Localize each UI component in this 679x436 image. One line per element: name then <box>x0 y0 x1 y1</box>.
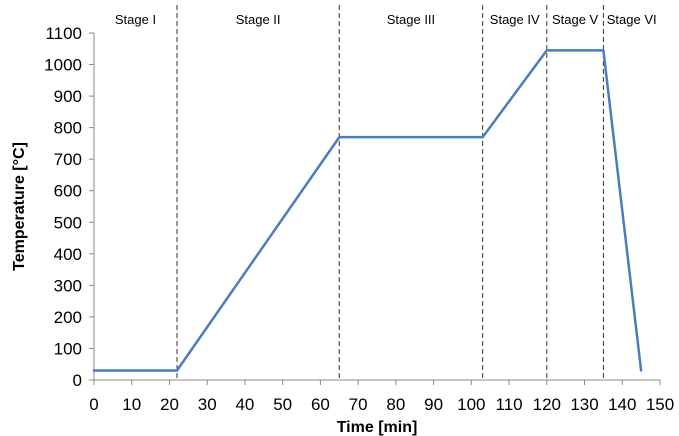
stage-label: Stage I <box>115 12 156 27</box>
y-tick-label: 900 <box>54 87 82 106</box>
x-tick-label: 90 <box>424 395 443 414</box>
stage-labels: Stage I Stage II Stage III Stage IV Stage V S… <box>115 12 657 27</box>
y-tick-label: 600 <box>54 182 82 201</box>
y-axis-ticks: 0 100 200 300 400 500 600 700 800 900 1000 1100 <box>44 24 94 390</box>
y-tick-label: 100 <box>54 339 82 358</box>
x-tick-label: 140 <box>608 395 636 414</box>
x-tick-label: 80 <box>386 395 405 414</box>
x-axis-ticks: 0 10 20 30 40 50 60 70 80 90 100 110 120 130 140 150 <box>89 380 674 414</box>
axes <box>93 33 660 381</box>
x-tick-label: 20 <box>160 395 179 414</box>
x-tick-label: 30 <box>198 395 217 414</box>
stage-label: Stage V <box>552 12 599 27</box>
x-tick-label: 0 <box>89 395 98 414</box>
stage-label: Stage VI <box>607 12 657 27</box>
temperature-series-line <box>92 49 643 372</box>
x-tick-label: 60 <box>311 395 330 414</box>
stage-label: Stage II <box>236 12 281 27</box>
y-axis-title: Temperature [°C] <box>11 142 28 271</box>
x-tick-label: 120 <box>533 395 561 414</box>
stage-label: Stage IV <box>490 12 540 27</box>
y-tick-label: 800 <box>54 119 82 138</box>
y-tick-label: 700 <box>54 150 82 169</box>
x-tick-label: 100 <box>457 395 485 414</box>
y-tick-label: 300 <box>54 276 82 295</box>
x-tick-label: 110 <box>496 395 523 414</box>
stage-boundaries <box>176 5 604 380</box>
y-tick-label: 200 <box>54 308 82 327</box>
y-tick-label: 1000 <box>44 56 82 75</box>
x-axis-title: Time [min] <box>337 419 418 436</box>
y-tick-label: 0 <box>73 371 82 390</box>
y-tick-label: 500 <box>54 213 82 232</box>
y-tick-label: 400 <box>54 245 82 264</box>
x-tick-label: 10 <box>122 395 141 414</box>
series-group <box>92 49 643 372</box>
x-tick-label: 130 <box>570 395 598 414</box>
y-tick-label: 1100 <box>45 24 82 43</box>
x-tick-label: 50 <box>273 395 292 414</box>
x-tick-label: 70 <box>349 395 368 414</box>
x-tick-label: 40 <box>235 395 254 414</box>
stage-label: Stage III <box>387 12 435 27</box>
x-tick-label: 150 <box>646 395 674 414</box>
